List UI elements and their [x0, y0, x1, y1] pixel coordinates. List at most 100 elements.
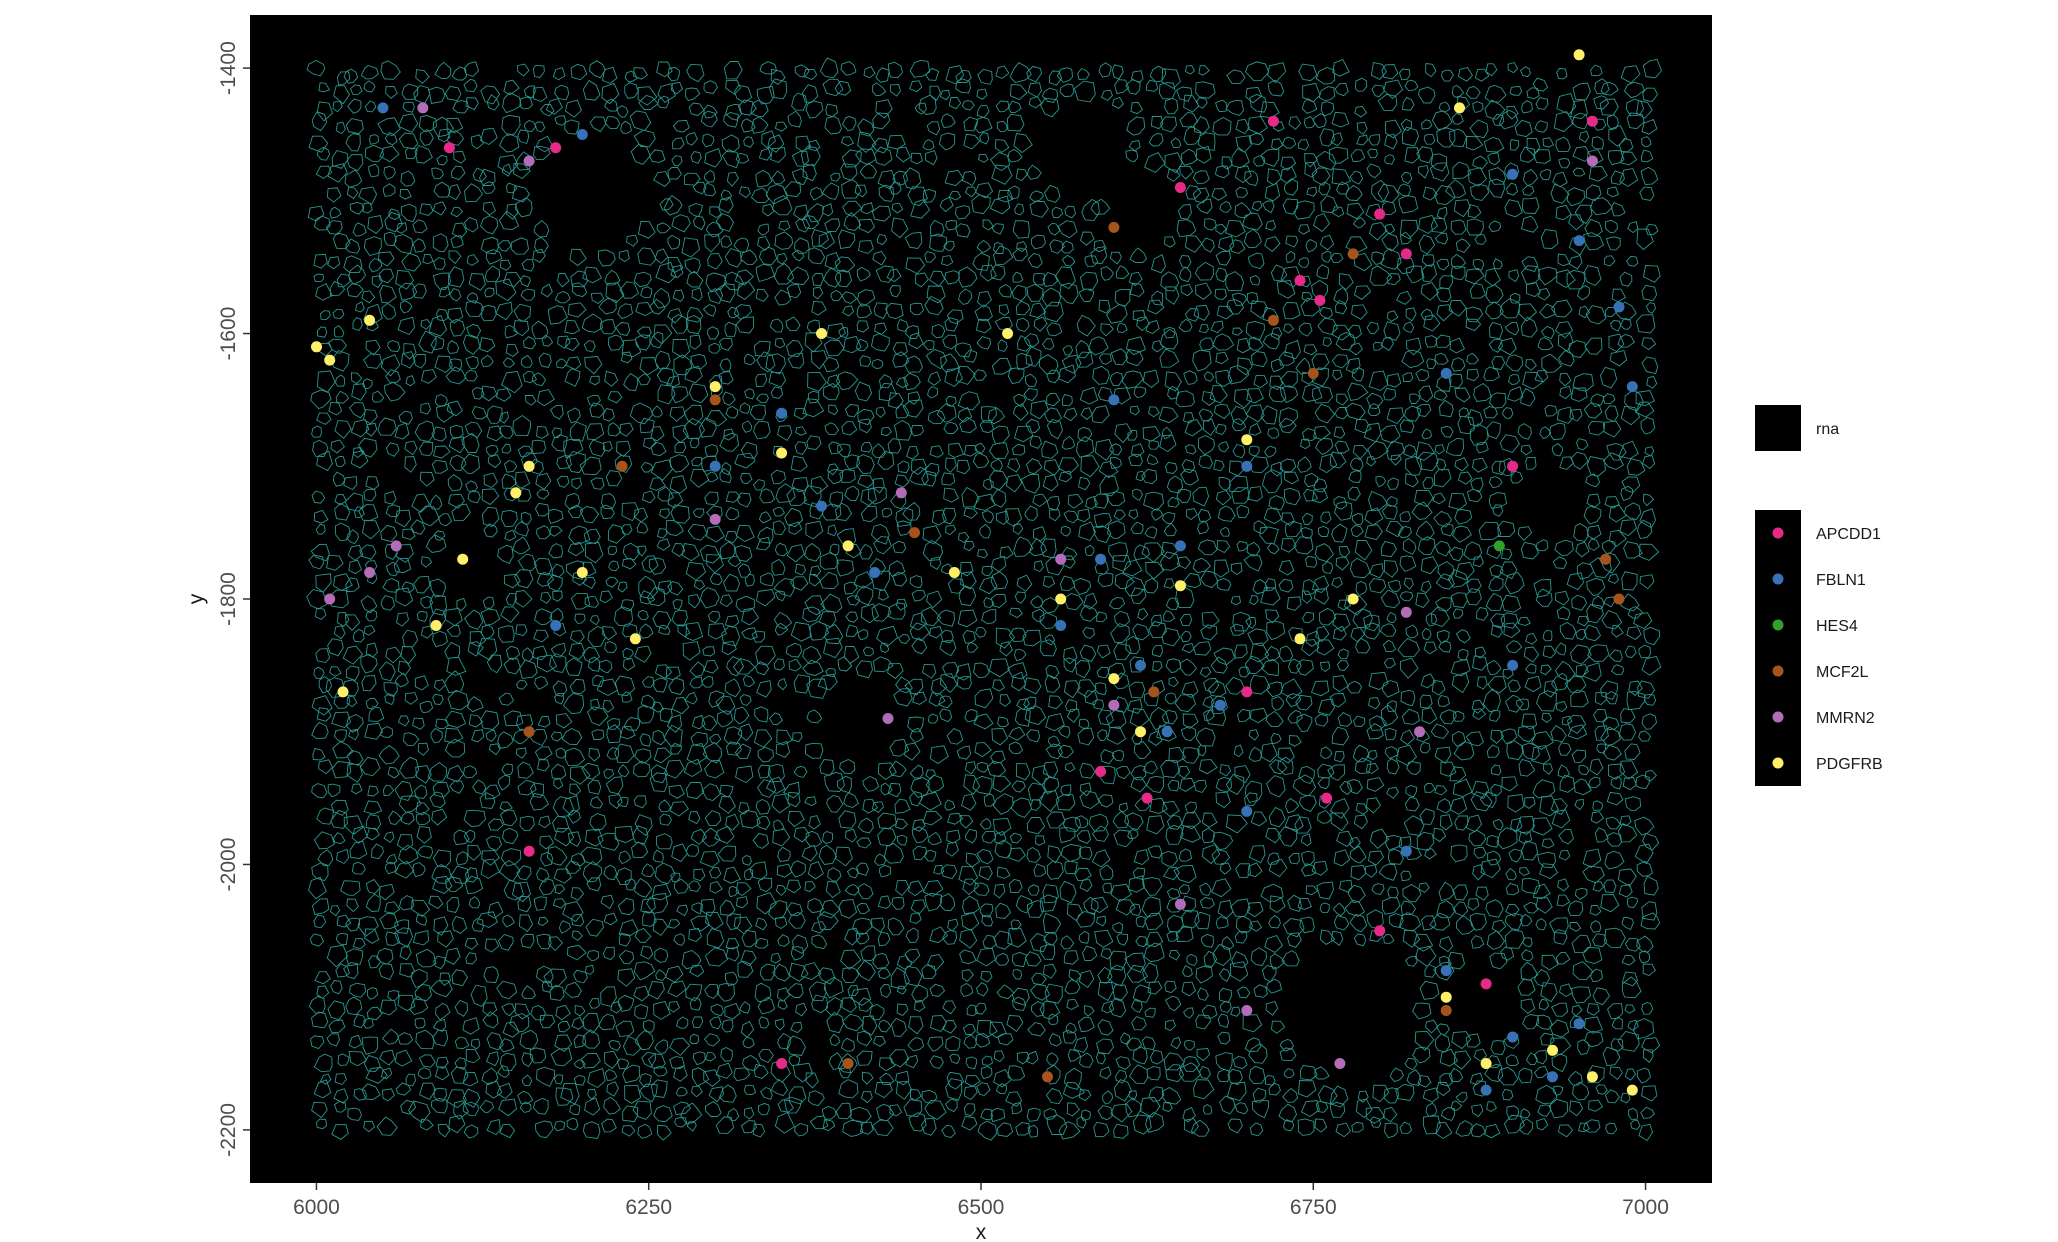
point-fbln1 — [1440, 965, 1452, 977]
point-pdgfrb — [523, 460, 535, 472]
point-apcdd1 — [1374, 208, 1386, 220]
point-pdgfrb — [816, 328, 827, 339]
point-mcf2l — [1148, 686, 1160, 698]
point-mmrn2 — [895, 487, 907, 499]
point-pdgfrb — [776, 447, 788, 459]
point-apcdd1 — [1095, 766, 1107, 777]
legend-label-rna: rna — [1816, 421, 1839, 438]
point-apcdd1 — [1374, 925, 1386, 937]
point-pdgfrb — [457, 553, 469, 565]
point-mcf2l — [616, 460, 628, 472]
point-pdgfrb — [629, 633, 641, 645]
point-apcdd1 — [1480, 978, 1492, 990]
point-pdgfrb — [709, 381, 721, 393]
point-fbln1 — [550, 620, 562, 631]
point-apcdd1 — [1267, 115, 1279, 127]
point-mmrn2 — [1108, 699, 1120, 711]
y-tick-label: -1600 — [217, 307, 240, 361]
point-mcf2l — [1267, 314, 1279, 326]
point-pdgfrb — [842, 540, 854, 552]
series-pdgfrb — [311, 49, 1638, 1096]
point-mcf2l — [909, 527, 920, 539]
point-apcdd1 — [1294, 275, 1306, 286]
cell-polygon-layer — [306, 57, 1663, 1142]
point-pdgfrb — [1055, 593, 1067, 605]
plot-area — [250, 15, 1712, 1183]
point-mmrn2 — [324, 593, 336, 605]
y-axis: -1400 -1600 -1800 -2000 -2200 — [217, 41, 250, 1157]
legend-label-pdgfrb: PDGFRB — [1816, 756, 1883, 773]
point-pdgfrb — [1135, 726, 1146, 738]
x-tick-label: 6000 — [293, 1196, 340, 1219]
point-mmrn2 — [882, 713, 894, 724]
panel-background — [250, 15, 1712, 1183]
point-pdgfrb — [1547, 1044, 1558, 1056]
point-mmrn2 — [1400, 606, 1412, 618]
point-apcdd1 — [776, 1058, 788, 1069]
legend-points-group: APCDD1 FBLN1 HES4 MCF2L MMRN2 PDGFRB — [1755, 510, 1883, 786]
point-fbln1 — [1480, 1084, 1492, 1096]
point-fbln1 — [816, 500, 827, 512]
x-axis-title: x — [976, 1221, 987, 1242]
legend-key-hes4 — [1772, 619, 1784, 631]
point-pdgfrb — [337, 686, 349, 698]
point-mcf2l — [1307, 367, 1319, 379]
x-tick-label: 6250 — [625, 1196, 672, 1219]
point-pdgfrb — [430, 620, 442, 631]
point-apcdd1 — [523, 845, 535, 857]
point-apcdd1 — [1400, 248, 1412, 260]
point-fbln1 — [377, 102, 389, 114]
point-mmrn2 — [1414, 726, 1426, 738]
point-fbln1 — [1400, 845, 1412, 857]
point-fbln1 — [1095, 553, 1107, 565]
point-fbln1 — [1108, 394, 1120, 406]
series-apcdd1 — [443, 115, 1598, 1069]
legend: rna APCDD1 FBLN1 HES4 MCF2L MMRN2 PDGFRB — [1755, 405, 1883, 786]
series-mcf2l — [523, 221, 1625, 1083]
point-mmrn2 — [1334, 1058, 1346, 1069]
series-hes4 — [1493, 540, 1505, 552]
point-mcf2l — [842, 1058, 854, 1069]
series-mmrn2 — [324, 102, 1598, 1069]
legend-key-pdgfrb — [1772, 757, 1784, 769]
point-mmrn2 — [523, 155, 535, 167]
point-pdgfrb — [1454, 102, 1465, 114]
point-pdgfrb — [1480, 1058, 1492, 1069]
point-apcdd1 — [1174, 182, 1186, 193]
point-pdgfrb — [1626, 1084, 1638, 1096]
point-mcf2l — [1108, 221, 1120, 233]
point-fbln1 — [709, 460, 721, 472]
point-fbln1 — [576, 129, 588, 140]
point-apcdd1 — [1321, 792, 1333, 804]
point-apcdd1 — [1507, 460, 1519, 472]
point-mcf2l — [709, 394, 721, 406]
point-fbln1 — [1241, 460, 1253, 472]
point-pdgfrb — [1586, 1071, 1598, 1083]
point-mmrn2 — [1174, 898, 1186, 910]
point-pdgfrb — [324, 354, 336, 366]
series-fbln1 — [377, 102, 1638, 1096]
point-apcdd1 — [1241, 686, 1253, 698]
point-apcdd1 — [550, 142, 562, 154]
point-mmrn2 — [1055, 553, 1067, 565]
point-pdgfrb — [1573, 49, 1585, 61]
point-fbln1 — [1573, 235, 1585, 247]
point-fbln1 — [1507, 1031, 1519, 1043]
point-pdgfrb — [1108, 673, 1120, 685]
point-apcdd1 — [1586, 115, 1598, 127]
legend-label-mcf2l: MCF2L — [1816, 664, 1869, 681]
point-mcf2l — [1613, 593, 1625, 605]
legend-label-mmrn2: MMRN2 — [1816, 710, 1875, 727]
point-fbln1 — [1507, 168, 1519, 180]
y-tick-label: -2000 — [217, 838, 240, 892]
cell-polygons — [306, 57, 1663, 1142]
legend-label-hes4: HES4 — [1816, 618, 1858, 635]
legend-key-mcf2l — [1772, 665, 1784, 677]
point-mcf2l — [1347, 248, 1359, 260]
y-tick-label: -1400 — [217, 41, 240, 95]
point-pdgfrb — [1347, 593, 1359, 605]
legend-key-mmrn2 — [1772, 711, 1784, 723]
point-pdgfrb — [1440, 991, 1452, 1003]
point-pdgfrb — [1002, 328, 1014, 339]
